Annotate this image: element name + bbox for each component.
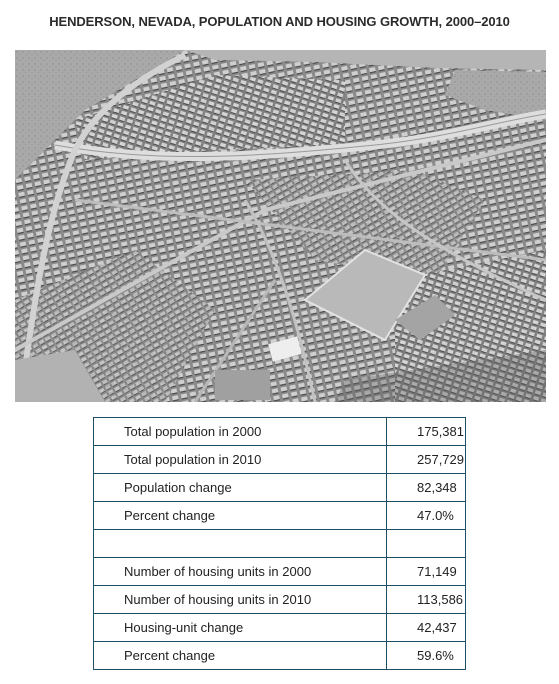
row-value: 113,586 [386, 585, 466, 614]
row-label [93, 529, 387, 558]
page-title: HENDERSON, NEVADA, POPULATION AND HOUSIN… [49, 14, 510, 29]
table-row: Population change 82,348 [93, 473, 466, 502]
table-row-empty [93, 529, 466, 558]
row-value: 47.0% [386, 501, 466, 530]
row-label: Housing-unit change [93, 613, 387, 642]
row-value: 82,348 [386, 473, 466, 502]
row-value: 71,149 [386, 557, 466, 586]
aerial-photo [15, 50, 546, 402]
row-value [386, 529, 466, 558]
row-value: 257,729 [386, 445, 466, 474]
row-label: Number of housing units in 2010 [93, 585, 387, 614]
table-row: Total population in 2000 175,381 [93, 417, 466, 446]
table-row: Percent change 59.6% [93, 641, 466, 670]
row-label: Percent change [93, 501, 387, 530]
row-label: Number of housing units in 2000 [93, 557, 387, 586]
row-label: Population change [93, 473, 387, 502]
row-label: Total population in 2000 [93, 417, 387, 446]
table-row: Number of housing units in 2000 71,149 [93, 557, 466, 586]
stats-table: Total population in 2000 175,381 Total p… [93, 417, 466, 670]
row-label: Total population in 2010 [93, 445, 387, 474]
table-row: Percent change 47.0% [93, 501, 466, 530]
row-label: Percent change [93, 641, 387, 670]
row-value: 42,437 [386, 613, 466, 642]
row-value: 175,381 [386, 417, 466, 446]
table-row: Total population in 2010 257,729 [93, 445, 466, 474]
row-value: 59.6% [386, 641, 466, 670]
table-row: Housing-unit change 42,437 [93, 613, 466, 642]
table-row: Number of housing units in 2010 113,586 [93, 585, 466, 614]
